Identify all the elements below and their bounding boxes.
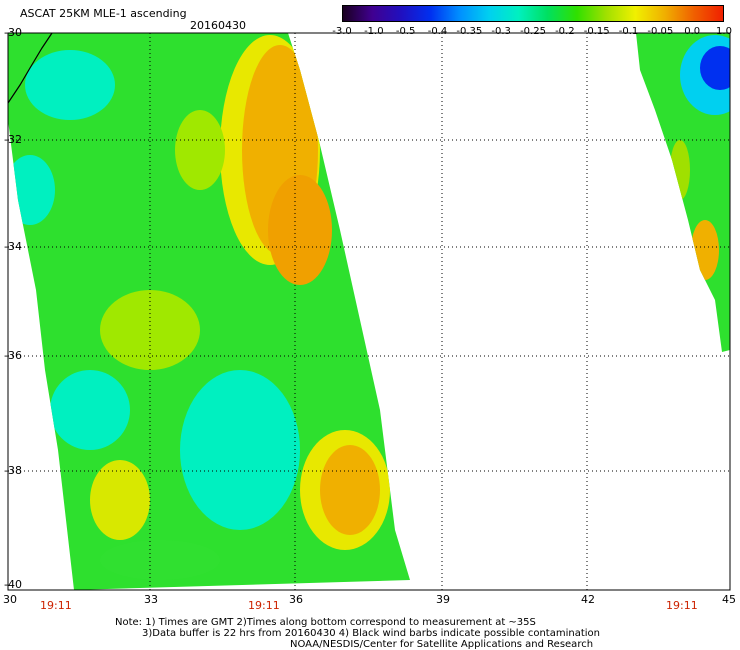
map-frame xyxy=(7,32,731,591)
lon-label: 36 xyxy=(289,593,303,606)
lat-label: -32 xyxy=(4,133,22,146)
colorbar-tick-label: -0.35 xyxy=(456,26,483,37)
lon-label: 39 xyxy=(436,593,450,606)
lat-label: -30 xyxy=(4,26,22,39)
colorbar-tick-label: -3.0 xyxy=(332,26,352,37)
swath-east xyxy=(636,33,730,352)
map-date: 20160430 xyxy=(190,19,246,32)
colorbar-tick-label: -0.05 xyxy=(647,26,674,37)
lon-label: 33 xyxy=(144,593,158,606)
colorbar-tick-label: -0.4 xyxy=(427,26,448,37)
lat-label: -38 xyxy=(4,464,22,477)
colorbar-tick-label: -0.3 xyxy=(491,26,511,37)
lon-label: 45 xyxy=(722,593,736,606)
colorbar-tick-label: -0.1 xyxy=(618,26,639,37)
colorbar-labels: -3.0 -1.0 -0.5 -0.4 -0.35 -0.3 -0.25 -0.2 -0.15-… xyxy=(330,26,740,40)
swath-west xyxy=(8,33,410,590)
colorbar-tick-label: -0.15 xyxy=(583,26,610,37)
lon-label: 30 xyxy=(3,593,17,606)
colorbar-tick-label: 1.0 xyxy=(716,26,732,37)
colorbar xyxy=(342,5,724,22)
lat-label: -40 xyxy=(4,578,22,591)
pass-time: 19:11 xyxy=(40,599,72,612)
lon-label: 42 xyxy=(581,593,595,606)
colorbar-tick-label: 0.0 xyxy=(684,26,701,37)
grid-lines xyxy=(8,33,730,590)
pass-time: 19:11 xyxy=(666,599,698,612)
footnote-line-2: 3)Data buffer is 22 hrs from 20160430 4)… xyxy=(142,628,600,639)
lat-label: -36 xyxy=(4,349,22,362)
footnote-line-1: Note: 1) Times are GMT 2)Times along bot… xyxy=(115,617,536,628)
map-title: ASCAT 25KM MLE-1 ascending xyxy=(20,7,187,20)
colorbar-tick-label: -1.0 xyxy=(364,26,384,37)
pass-time: 19:11 xyxy=(248,599,280,612)
colorbar-tick-label: -0.5 xyxy=(395,26,416,37)
coastline xyxy=(7,32,53,104)
footnote-line-3: NOAA/NESDIS/Center for Satellite Applica… xyxy=(290,639,594,650)
colorbar-tick-label: -0.25 xyxy=(520,26,546,37)
colorbar-tick-label: -0.2 xyxy=(555,26,575,37)
lat-label: -34 xyxy=(4,240,22,253)
